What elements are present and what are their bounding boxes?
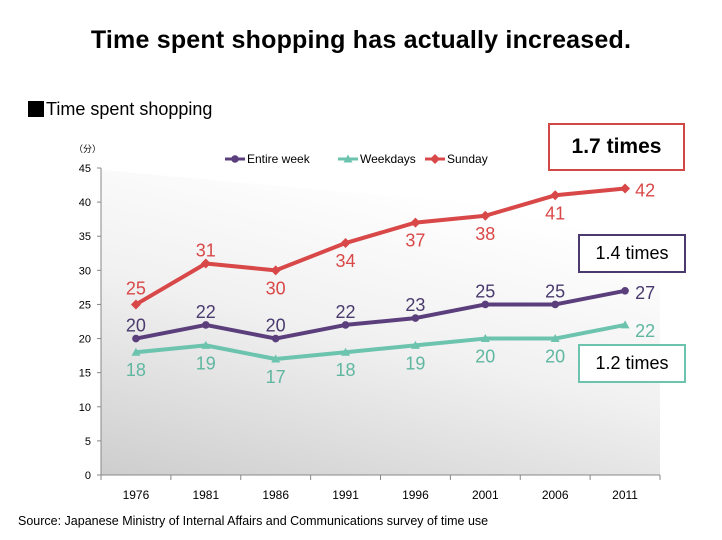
series-line [134,186,626,307]
data-point [271,334,280,343]
x-tick-label: 1976 [123,488,150,502]
data-label: 25 [126,278,146,298]
data-point [621,287,629,295]
data-label: 23 [405,295,425,315]
y-tick-label: 30 [79,265,91,277]
chart-subtitle-text: Time spent shopping [46,99,213,119]
x-tick-label: 2011 [612,488,638,502]
data-point [620,183,631,194]
data-point [132,334,140,343]
callout-sunday-ratio: 1.7 times [548,123,685,171]
data-label: 22 [635,321,655,341]
data-label: 22 [336,302,356,322]
data-label: 27 [635,283,655,303]
data-label: 20 [475,347,495,367]
x-tick-label: 1991 [332,488,359,502]
data-label: 41 [545,203,565,223]
callout-weekdays-ratio: 1.2 times [578,344,686,383]
data-point [201,340,211,349]
data-point [341,321,350,329]
data-point [411,314,420,322]
x-tick-label: 2006 [542,488,569,502]
y-tick-label: 0 [85,470,91,482]
data-label: 19 [405,353,425,373]
y-tick-label: 40 [79,197,91,209]
data-point [131,347,141,356]
series-line [135,288,626,341]
data-point [550,190,561,201]
data-point [271,354,281,363]
data-label: 22 [196,302,216,322]
x-tick-label: 1986 [262,488,289,502]
data-label: 20 [266,316,286,336]
y-tick-label: 45 [79,163,91,175]
data-label: 38 [475,224,495,244]
y-axis-unit-label: （分） [74,144,101,154]
data-point [270,265,281,276]
data-label: 17 [266,367,286,387]
chart-subtitle: Time spent shopping [28,99,212,120]
data-point [550,334,560,343]
y-tick-label: 25 [79,299,91,311]
callout-label: 1.4 times [595,243,669,263]
x-tick-label: 2001 [472,488,499,502]
axes: 0 5 10 15 20 25 30 35 40 45 1976 1981 1986 1991 1996 20… [79,163,661,502]
data-label: 30 [266,278,286,298]
legend-label: Weekdays [360,152,416,166]
data-point [551,300,559,309]
data-label: 37 [405,231,425,251]
data-label: 31 [196,241,216,261]
data-point [620,320,630,329]
legend-marker [343,154,353,163]
source-note: Source: Japanese Ministry of Internal Af… [18,514,489,528]
data-point [130,299,141,310]
legend-marker [430,154,440,164]
data-label: 25 [545,281,565,301]
data-labels: 20 22 20 22 23 25 25 27 18 19 17 18 19 20 20 22 25 31 30 34… [126,180,655,387]
data-point [340,238,351,249]
callout-label: 1.2 times [595,353,669,373]
data-label: 19 [196,353,216,373]
legend: Entire week Weekdays Sunday [225,152,488,166]
data-point [410,340,420,349]
callout-entire-week-ratio: 1.4 times [578,234,686,273]
data-label: 18 [126,360,146,380]
data-point [480,210,491,221]
data-label: 18 [336,360,356,380]
y-tick-label: 20 [79,334,91,346]
legend-marker [231,155,239,163]
data-label: 25 [475,281,495,301]
y-tick-label: 35 [79,231,91,243]
x-tick-label: 1981 [192,488,219,502]
data-label: 42 [635,180,655,200]
data-point [481,300,490,309]
legend-label: Sunday [447,152,488,166]
callout-label: 1.7 times [571,135,662,158]
data-point [410,217,421,228]
data-point [341,347,351,356]
series-line [135,322,626,362]
y-tick-label: 5 [85,436,91,448]
data-label: 20 [126,316,146,336]
data-label: 20 [545,347,565,367]
square-bullet-icon [28,101,44,117]
data-point [480,334,490,343]
series-lines [130,183,631,363]
page-title: Time spent shopping has actually increas… [90,26,632,54]
legend-label: Entire week [247,152,311,166]
y-tick-label: 10 [79,402,91,414]
x-tick-label: 1996 [402,488,429,502]
y-tick-label: 15 [79,368,91,380]
data-point [200,258,211,269]
data-point [202,321,210,329]
data-label: 34 [336,251,356,271]
